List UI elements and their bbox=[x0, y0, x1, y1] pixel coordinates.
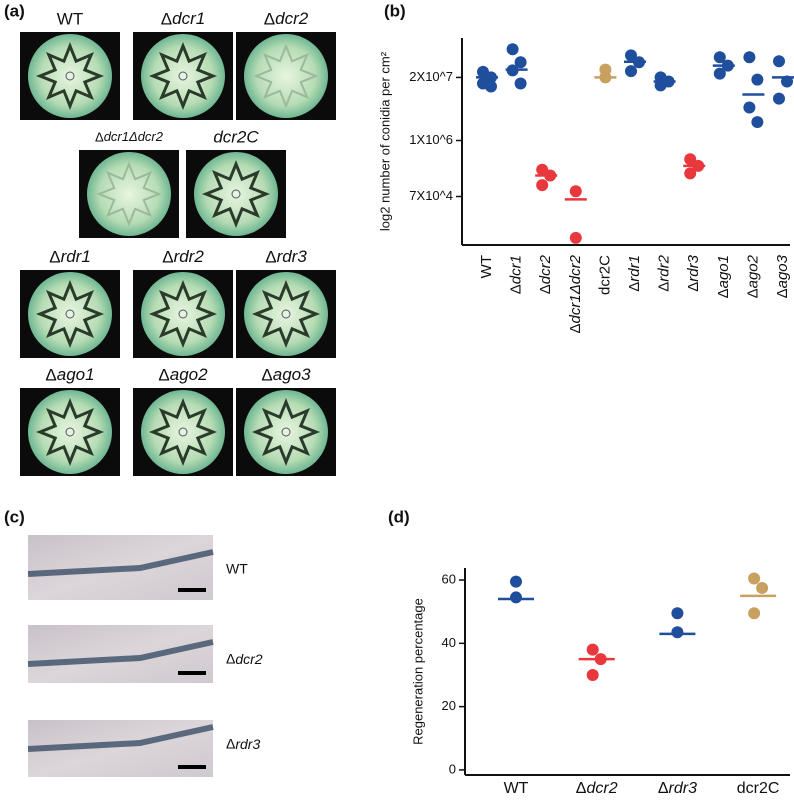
data-point bbox=[625, 49, 637, 62]
data-point bbox=[586, 643, 599, 656]
y-tick-label: 2X10^7 bbox=[409, 69, 453, 84]
micrograph-label: WT bbox=[226, 561, 248, 577]
data-point bbox=[510, 575, 522, 588]
x-tick-label: Δago2 bbox=[744, 254, 761, 298]
data-point bbox=[514, 56, 527, 69]
colony-label: WT bbox=[57, 9, 83, 28]
data-point bbox=[773, 55, 785, 68]
colony-label: Δdcr1 bbox=[161, 9, 205, 28]
x-tick-label: dcr2C bbox=[596, 255, 613, 295]
data-point bbox=[671, 626, 684, 639]
data-point bbox=[506, 43, 519, 56]
data-point bbox=[751, 73, 764, 86]
x-tick-label: Δdcr2 bbox=[576, 780, 618, 797]
data-point bbox=[748, 572, 761, 585]
data-point bbox=[625, 65, 637, 78]
panel-label: (a) bbox=[4, 1, 25, 20]
data-point bbox=[713, 67, 726, 80]
x-tick-label: Δago3 bbox=[774, 254, 791, 298]
data-point bbox=[773, 92, 785, 105]
hypha bbox=[27, 549, 214, 577]
data-point bbox=[684, 167, 697, 180]
colony-label: Δrdr2 bbox=[162, 247, 204, 266]
x-tick-label: Δdcr2 bbox=[537, 254, 554, 294]
x-tick-label: Δrdr1 bbox=[626, 255, 643, 292]
colony-label: Δdcr2 bbox=[264, 9, 309, 28]
data-point bbox=[514, 77, 527, 90]
y-tick-label: 0 bbox=[449, 761, 456, 776]
data-point bbox=[684, 153, 697, 166]
micrograph-label: Δdcr2 bbox=[226, 651, 263, 667]
y-tick-label: 60 bbox=[442, 571, 456, 586]
colony-label: Δrdr1 bbox=[49, 247, 91, 266]
hypha bbox=[27, 724, 214, 752]
colony-pattern bbox=[251, 397, 321, 467]
data-point bbox=[536, 179, 549, 192]
panel-label: (d) bbox=[388, 507, 410, 526]
colony-pattern bbox=[35, 279, 105, 349]
colony-pattern bbox=[148, 397, 218, 467]
x-tick-label: Δrdr3 bbox=[685, 254, 702, 291]
colony-pattern bbox=[35, 397, 105, 467]
data-point bbox=[586, 668, 599, 681]
data-point bbox=[756, 581, 769, 594]
colony-center bbox=[178, 71, 188, 81]
colony-pattern bbox=[96, 161, 162, 227]
colony-center bbox=[281, 309, 291, 319]
x-tick-label: WT bbox=[504, 780, 529, 797]
colony-label: Δago2 bbox=[158, 365, 208, 384]
colony-pattern bbox=[253, 43, 319, 109]
data-point bbox=[569, 185, 582, 198]
colony-label: Δrdr3 bbox=[265, 247, 307, 266]
x-tick-label: Δdcr1Δdcr2 bbox=[567, 254, 584, 333]
data-point bbox=[748, 607, 761, 620]
data-point bbox=[485, 80, 497, 93]
colony-center bbox=[65, 309, 75, 319]
y-tick-label: 40 bbox=[442, 635, 456, 650]
y-axis-label: log2 number of conidia per cm² bbox=[377, 51, 392, 231]
panel-label: (c) bbox=[4, 507, 25, 526]
colony-center bbox=[178, 427, 188, 437]
x-tick-label: Δdcr1 bbox=[508, 255, 525, 294]
colony-center bbox=[65, 427, 75, 437]
colony-label: dcr2C bbox=[213, 127, 259, 146]
data-point bbox=[751, 116, 764, 129]
y-axis-label: Regeneration percentage bbox=[410, 598, 425, 745]
colony-center bbox=[178, 309, 188, 319]
colony-label: Δdcr1Δdcr2 bbox=[95, 129, 164, 144]
colony-pattern bbox=[148, 279, 218, 349]
colony-label: Δago1 bbox=[45, 365, 94, 384]
x-tick-label: Δrdr3 bbox=[658, 780, 697, 797]
hypha bbox=[27, 639, 214, 667]
data-point bbox=[713, 51, 726, 64]
data-point bbox=[743, 101, 756, 114]
data-point bbox=[671, 607, 684, 620]
micrograph-label: Δrdr3 bbox=[226, 736, 260, 752]
x-tick-label: Δrdr2 bbox=[656, 254, 673, 291]
x-tick-label: dcr2C bbox=[737, 780, 780, 797]
x-tick-label: WT bbox=[478, 255, 495, 278]
data-point bbox=[510, 591, 522, 604]
data-point bbox=[743, 51, 756, 64]
colony-center bbox=[231, 189, 241, 199]
colony-pattern bbox=[35, 41, 105, 111]
panel-label: (b) bbox=[384, 1, 406, 20]
y-tick-label: 1X10^6 bbox=[409, 132, 453, 147]
colony-center bbox=[281, 427, 291, 437]
data-point bbox=[569, 231, 582, 244]
colony-pattern bbox=[201, 159, 271, 229]
colony-label: Δago3 bbox=[261, 365, 311, 384]
x-tick-label: Δago1 bbox=[715, 255, 732, 298]
colony-center bbox=[65, 71, 75, 81]
y-tick-label: 20 bbox=[442, 698, 456, 713]
colony-pattern bbox=[148, 41, 218, 111]
y-tick-label: 7X10^4 bbox=[409, 188, 453, 203]
colony-pattern bbox=[251, 279, 321, 349]
